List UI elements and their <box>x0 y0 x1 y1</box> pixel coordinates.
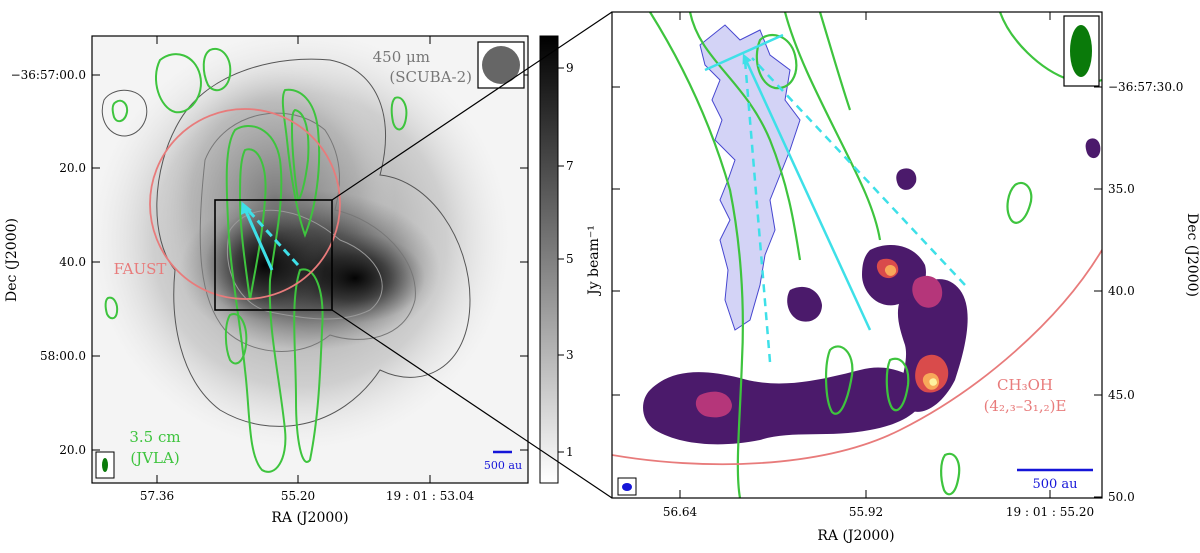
continuum-image <box>92 36 510 473</box>
right-panel-frame <box>611 11 1103 499</box>
right-xtick-1: 55.92 <box>849 505 883 519</box>
outflow-dashed-b <box>751 57 966 286</box>
radio-contours <box>104 47 408 473</box>
colorbar-tick-2: 5 <box>566 252 574 266</box>
alma-beam-icon <box>622 483 632 491</box>
colorbar-gradient <box>539 35 559 484</box>
scuba-beam-icon <box>482 46 520 84</box>
continuum-label-instrument: (SCUBA-2) <box>389 68 472 86</box>
radio-label-instrument: (JVLA) <box>130 449 179 467</box>
left-panel-frame <box>91 35 529 484</box>
colorbar-tick-3: 3 <box>566 348 574 362</box>
radio-label-wavelength: 3.5 cm <box>129 428 180 446</box>
left-panel: −36:57:00.0 20.0 40.0 58:00.0 20.0 57.36… <box>4 35 529 526</box>
methanol-emission <box>643 138 1101 445</box>
left-tick-marks <box>92 36 528 483</box>
left-x-axis-label: RA (J2000) <box>271 510 348 526</box>
right-tick-marks <box>612 12 1102 498</box>
colorbar-tick-1: 7 <box>566 159 574 173</box>
left-y-axis-label: Dec (J2000) <box>4 218 20 302</box>
right-x-axis-label: RA (J2000) <box>817 528 894 544</box>
right-ytick-3: 45.0 <box>1108 388 1135 402</box>
left-ytick-1: 20.0 <box>59 161 86 175</box>
jvla-beam-icon-zoom <box>1070 25 1092 77</box>
right-ytick-2: 40.0 <box>1108 284 1135 298</box>
outflow-cross-line <box>704 33 784 72</box>
left-xtick-0: 57.36 <box>140 489 174 503</box>
right-y-axis-label: Dec (J2000) <box>1184 213 1200 297</box>
right-panel: −36:57:30.0 35.0 40.0 45.0 50.0 56.64 55… <box>611 11 1200 544</box>
zoom-region-box <box>214 199 333 311</box>
right-xtick-0: 56.64 <box>663 505 698 519</box>
methanol-label: CH₃OH <box>997 376 1053 394</box>
left-xtick-2: 19 : 01 : 53.04 <box>386 489 475 503</box>
outflow-arrow-solid-zoom <box>742 53 872 331</box>
continuum-label-wavelength: 450 μm <box>373 48 430 66</box>
right-scalebar-label: 500 au <box>1032 477 1077 492</box>
right-ytick-1: 35.0 <box>1108 182 1135 196</box>
faust-label: FAUST <box>114 260 167 278</box>
colorbar-tick-0: 9 <box>566 61 574 75</box>
left-scalebar-label: 500 au <box>484 459 522 472</box>
outflow-dashed-a <box>743 59 772 363</box>
methanol-transition-label: (4₂,₃–3₁,₂)E <box>984 397 1067 415</box>
left-ytick-3: 58:00.0 <box>40 349 86 363</box>
right-ytick-0: −36:57:30.0 <box>1108 80 1183 94</box>
zoom-connector-bottom <box>331 309 613 499</box>
left-ytick-0: −36:57:00.0 <box>11 68 86 82</box>
jvla-beam-icon <box>102 458 108 472</box>
left-xtick-1: 55.20 <box>281 489 315 503</box>
outflow-arrow-solid <box>240 201 274 271</box>
left-ytick-4: 20.0 <box>59 443 86 457</box>
colorbar: 9 7 5 3 1 Jy beam⁻¹ <box>539 35 602 484</box>
faust-fov-arc <box>612 249 1102 466</box>
colorbar-tick-4: 1 <box>566 445 574 459</box>
right-xtick-2: 19 : 01 : 55.20 <box>1006 505 1094 519</box>
zoom-connector-top <box>331 11 613 201</box>
colorbar-label: Jy beam⁻¹ <box>586 225 602 297</box>
blue-lobe <box>699 24 801 331</box>
right-ytick-4: 50.0 <box>1108 490 1135 504</box>
left-ytick-2: 40.0 <box>59 255 86 269</box>
faust-fov-circle <box>149 108 341 300</box>
